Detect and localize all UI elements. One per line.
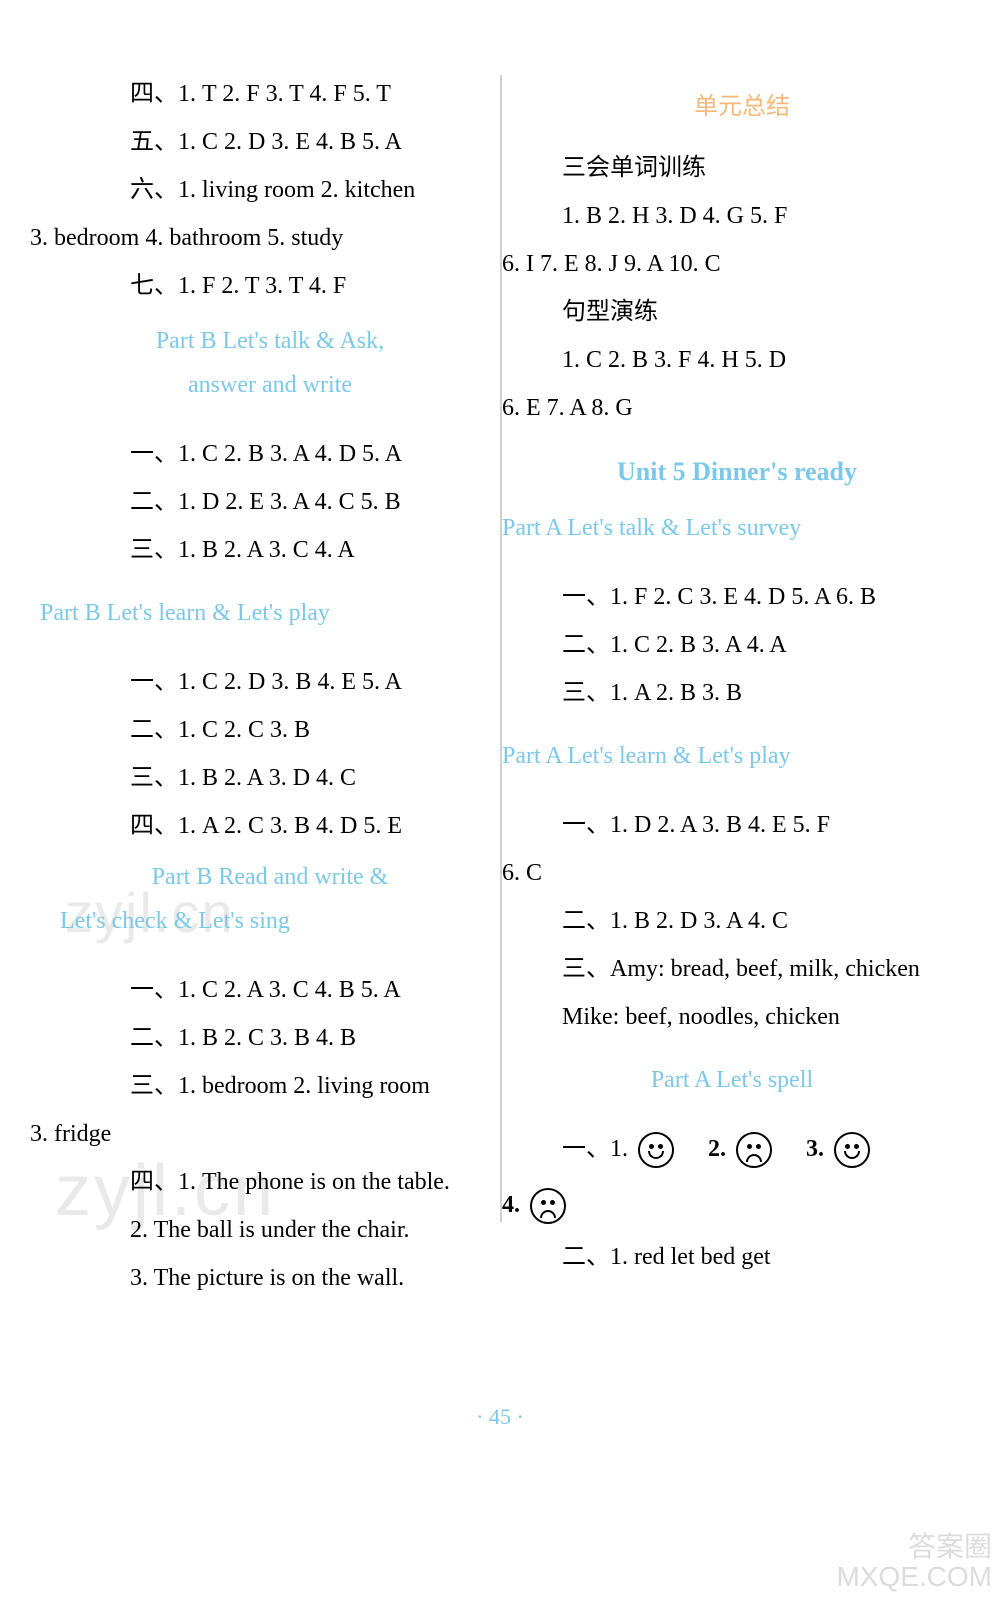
answer-line: Mike: beef, noodles, chicken [532, 993, 952, 1041]
answer-line: 七、1. F 2. T 3. T 4. F [80, 262, 480, 310]
corner-text-1: 答案圈 [836, 1532, 992, 1562]
answer-line: 三、1. A 2. B 3. B [532, 669, 952, 717]
face-label: 一、1. [562, 1136, 628, 1162]
answer-line: 1. C 2. B 3. F 4. H 5. D [532, 336, 952, 384]
section-heading: Part A Let's talk & Let's survey [502, 507, 952, 549]
face-answers: 4. [502, 1177, 952, 1233]
answer-line: 四、1. The phone is on the table. [80, 1158, 480, 1206]
section-heading: Part B Read and write & [60, 856, 480, 898]
page-number: · 45 · [0, 1404, 1000, 1430]
face-label: 2. [708, 1136, 726, 1162]
unit-title: Unit 5 Dinner's ready [522, 457, 952, 487]
answer-line: 二、1. red let bed get [532, 1233, 952, 1281]
face-label: 3. [806, 1136, 824, 1162]
answer-line: 二、1. D 2. E 3. A 4. C 5. B [80, 478, 480, 526]
answer-line: 三、1. bedroom 2. living room [80, 1062, 480, 1110]
answer-line: 一、1. D 2. A 3. B 4. E 5. F [532, 801, 952, 849]
subsection-label: 三会单词训练 [532, 144, 952, 192]
frown-icon [530, 1188, 566, 1224]
answer-line: 二、1. B 2. D 3. A 4. C [532, 897, 952, 945]
answer-line: 一、1. C 2. D 3. B 4. E 5. A [80, 658, 480, 706]
section-heading: Part A Let's spell [512, 1059, 952, 1101]
answer-line: 一、1. C 2. B 3. A 4. D 5. A [80, 430, 480, 478]
answer-line: 1. B 2. H 3. D 4. G 5. F [532, 192, 952, 240]
answer-line: 一、1. F 2. C 3. E 4. D 5. A 6. B [532, 573, 952, 621]
unit-summary-heading: 单元总结 [532, 85, 952, 129]
answer-line: 一、1. C 2. A 3. C 4. B 5. A [80, 966, 480, 1014]
answer-line: 六、1. living room 2. kitchen [80, 166, 480, 214]
frown-icon [736, 1132, 772, 1168]
answer-line: 三、Amy: bread, beef, milk, chicken [532, 945, 952, 993]
section-heading: Part B Let's learn & Let's play [40, 592, 480, 634]
answer-line: 6. I 7. E 8. J 9. A 10. C [502, 240, 952, 288]
answer-line: 6. E 7. A 8. G [502, 384, 952, 432]
answer-line: 2. The ball is under the chair. [80, 1206, 480, 1254]
answer-line: 三、1. B 2. A 3. D 4. C [80, 754, 480, 802]
face-answers: 一、1. 2. 3. [532, 1121, 952, 1177]
answer-line: 3. The picture is on the wall. [80, 1254, 480, 1302]
answer-line: 四、1. A 2. C 3. B 4. D 5. E [80, 802, 480, 850]
answer-line: 五、1. C 2. D 3. E 4. B 5. A [80, 118, 480, 166]
smile-icon [834, 1132, 870, 1168]
answer-line: 四、1. T 2. F 3. T 4. F 5. T [80, 70, 480, 118]
face-label: 4. [502, 1192, 520, 1218]
section-heading: Let's check & Let's sing [60, 900, 480, 942]
answer-line: 3. fridge [30, 1110, 480, 1158]
left-column: 四、1. T 2. F 3. T 4. F 5. T 五、1. C 2. D 3… [30, 70, 500, 1302]
section-heading: Part B Let's talk & Ask, [60, 320, 480, 362]
right-column: 单元总结 三会单词训练 1. B 2. H 3. D 4. G 5. F 6. … [502, 70, 962, 1302]
corner-watermark: 答案圈 MXQE.COM [836, 1532, 992, 1592]
answer-line: 3. bedroom 4. bathroom 5. study [30, 214, 480, 262]
subsection-label: 句型演练 [532, 288, 952, 336]
smile-icon [638, 1132, 674, 1168]
answer-line: 6. C [502, 849, 952, 897]
answer-line: 二、1. B 2. C 3. B 4. B [80, 1014, 480, 1062]
answer-line: 二、1. C 2. C 3. B [80, 706, 480, 754]
corner-text-2: MXQE.COM [836, 1562, 992, 1592]
answer-line: 二、1. C 2. B 3. A 4. A [532, 621, 952, 669]
section-heading: Part A Let's learn & Let's play [502, 735, 952, 777]
section-heading: answer and write [60, 364, 480, 406]
answer-line: 三、1. B 2. A 3. C 4. A [80, 526, 480, 574]
